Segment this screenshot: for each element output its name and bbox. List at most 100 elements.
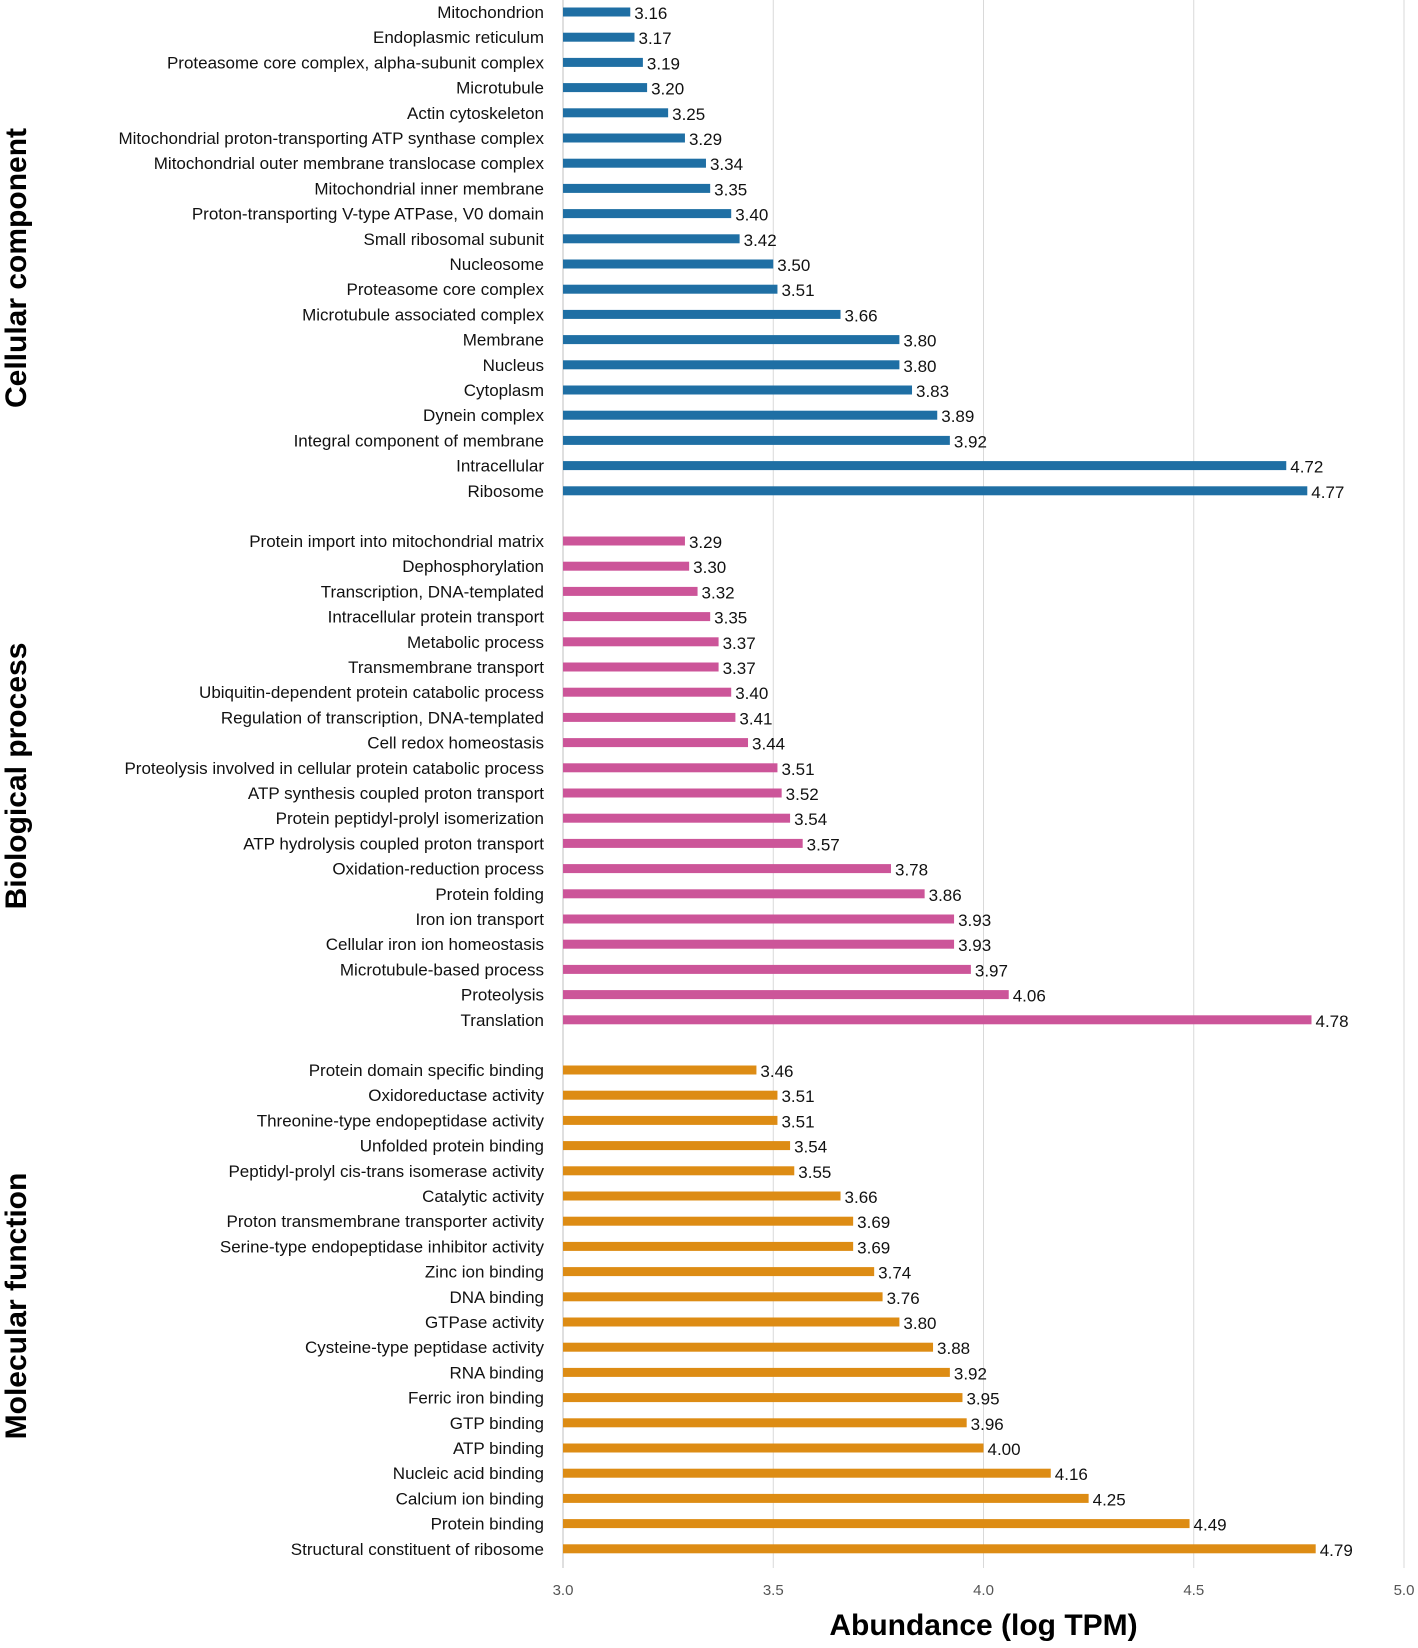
biological-process-bar bbox=[563, 662, 719, 672]
cellular-component-category-label: Proton-transporting V-type ATPase, V0 do… bbox=[192, 205, 544, 224]
biological-process-bar bbox=[563, 838, 803, 848]
molecular-function-category-label: Threonine-type endopeptidase activity bbox=[257, 1111, 545, 1130]
cellular-component-value-label: 3.19 bbox=[647, 54, 680, 73]
cellular-component-value-label: 4.72 bbox=[1290, 458, 1323, 477]
cellular-component-bar bbox=[563, 183, 711, 193]
biological-process-category-label: Microtubule-based process bbox=[340, 960, 544, 979]
molecular-function-category-label: Protein binding bbox=[431, 1515, 544, 1534]
biological-process-bar bbox=[563, 788, 782, 798]
molecular-function-bar bbox=[563, 1090, 778, 1100]
molecular-function-category-label: ATP binding bbox=[453, 1439, 544, 1458]
molecular-function-category-label: GTPase activity bbox=[425, 1313, 545, 1332]
biological-process-bar bbox=[563, 612, 711, 622]
molecular-function-value-label: 4.79 bbox=[1320, 1541, 1353, 1560]
x-tick-label: 5.0 bbox=[1394, 1582, 1415, 1599]
cellular-component-bar bbox=[563, 32, 635, 42]
molecular-function-category-label: Oxidoreductase activity bbox=[368, 1086, 544, 1105]
molecular-function-value-label: 3.80 bbox=[903, 1314, 936, 1333]
molecular-function-value-label: 3.76 bbox=[887, 1289, 920, 1308]
cellular-component-category-label: Intracellular bbox=[456, 457, 544, 476]
cellular-component-category-label: Mitochondrial proton-transporting ATP sy… bbox=[118, 129, 544, 148]
biological-process-category-label: Protein peptidyl-prolyl isomerization bbox=[276, 809, 544, 828]
cellular-component-category-label: Nucleus bbox=[483, 356, 544, 375]
biological-process-group-title: Biological process bbox=[0, 643, 33, 910]
cellular-component-value-label: 3.40 bbox=[735, 206, 768, 225]
molecular-function-value-label: 4.00 bbox=[988, 1440, 1021, 1459]
molecular-function-bar bbox=[563, 1141, 791, 1151]
molecular-function-bar bbox=[563, 1443, 984, 1453]
biological-process-value-label: 4.06 bbox=[1013, 987, 1046, 1006]
molecular-function-bar bbox=[563, 1166, 795, 1176]
molecular-function-category-label: Protein domain specific binding bbox=[309, 1061, 544, 1080]
biological-process-category-label: Regulation of transcription, DNA-templat… bbox=[221, 708, 544, 727]
biological-process-category-label: ATP hydrolysis coupled proton transport bbox=[243, 834, 544, 853]
molecular-function-value-label: 3.88 bbox=[937, 1339, 970, 1358]
biological-process-bar bbox=[563, 889, 925, 899]
cellular-component-category-label: Mitochondrial inner membrane bbox=[314, 179, 544, 198]
biological-process-category-label: Dephosphorylation bbox=[402, 557, 544, 576]
cellular-component-value-label: 3.92 bbox=[954, 432, 987, 451]
molecular-function-value-label: 3.96 bbox=[971, 1415, 1004, 1434]
cellular-component-bar bbox=[563, 234, 740, 244]
biological-process-value-label: 3.29 bbox=[689, 533, 722, 552]
biological-process-category-label: Cellular iron ion homeostasis bbox=[326, 935, 544, 954]
biological-process-bar bbox=[563, 687, 732, 697]
cellular-component-bar bbox=[563, 83, 648, 93]
biological-process-value-label: 3.32 bbox=[702, 583, 735, 602]
biological-process-bar bbox=[563, 939, 955, 949]
cellular-component-category-label: Microtubule associated complex bbox=[302, 305, 544, 324]
cellular-component-category-label: Microtubule bbox=[456, 79, 544, 98]
cellular-component-bar bbox=[563, 209, 732, 219]
cellular-component-bar bbox=[563, 284, 778, 294]
x-tick-label: 3.5 bbox=[763, 1582, 784, 1599]
cellular-component-bar bbox=[563, 486, 1308, 496]
cellular-component-bar bbox=[563, 435, 950, 445]
cellular-component-category-label: Proteasome core complex, alpha-subunit c… bbox=[167, 53, 545, 72]
molecular-function-category-label: Nucleic acid binding bbox=[393, 1464, 544, 1483]
biological-process-bar bbox=[563, 990, 1009, 1000]
biological-process-bar bbox=[563, 763, 778, 773]
biological-process-category-label: Metabolic process bbox=[407, 633, 544, 652]
molecular-function-category-label: Unfolded protein binding bbox=[360, 1137, 544, 1156]
biological-process-bar bbox=[563, 1015, 1312, 1025]
biological-process-category-label: Iron ion transport bbox=[415, 910, 544, 929]
molecular-function-bar bbox=[563, 1342, 934, 1352]
molecular-function-bar bbox=[563, 1393, 963, 1403]
biological-process-value-label: 3.35 bbox=[714, 609, 747, 628]
x-tick-label: 4.5 bbox=[1183, 1582, 1204, 1599]
biological-process-category-label: Cell redox homeostasis bbox=[367, 734, 544, 753]
biological-process-value-label: 3.52 bbox=[786, 785, 819, 804]
biological-process-bar bbox=[563, 536, 685, 546]
molecular-function-value-label: 4.16 bbox=[1055, 1465, 1088, 1484]
molecular-function-value-label: 3.55 bbox=[798, 1163, 831, 1182]
cellular-component-value-label: 3.50 bbox=[777, 256, 810, 275]
molecular-function-category-label: Structural constituent of ribosome bbox=[291, 1540, 544, 1559]
cellular-component-value-label: 3.20 bbox=[651, 80, 684, 99]
molecular-function-bar bbox=[563, 1292, 883, 1302]
cellular-component-value-label: 3.80 bbox=[903, 357, 936, 376]
biological-process-category-label: Transcription, DNA-templated bbox=[321, 582, 544, 601]
biological-process-category-label: Oxidation-reduction process bbox=[332, 860, 544, 879]
molecular-function-bar bbox=[563, 1317, 900, 1327]
molecular-function-category-label: Proton transmembrane transporter activit… bbox=[227, 1212, 545, 1231]
biological-process-value-label: 3.86 bbox=[929, 886, 962, 905]
x-axis: 3.0 3.5 4.0 4.5 5.0 Abundance (log TPM) bbox=[553, 1582, 1415, 1642]
molecular-function-bar bbox=[563, 1115, 778, 1125]
cellular-component-category-label: Membrane bbox=[463, 331, 544, 350]
molecular-function-value-label: 3.95 bbox=[966, 1390, 999, 1409]
molecular-function-category-label: Peptidyl-prolyl cis-trans isomerase acti… bbox=[228, 1162, 544, 1181]
cellular-component-bar bbox=[563, 410, 938, 420]
cellular-component-bar bbox=[563, 158, 706, 168]
molecular-function-category-label: Catalytic activity bbox=[422, 1187, 544, 1206]
cellular-component-category-label: Endoplasmic reticulum bbox=[373, 28, 544, 47]
cellular-component-category-label: Integral component of membrane bbox=[294, 431, 544, 450]
molecular-function-value-label: 3.51 bbox=[781, 1087, 814, 1106]
cellular-component-category-label: Mitochondrion bbox=[437, 3, 544, 22]
biological-process-value-label: 3.30 bbox=[693, 558, 726, 577]
biological-process-category-label: Translation bbox=[461, 1011, 544, 1030]
biological-process-category-label: Proteolysis involved in cellular protein… bbox=[124, 759, 544, 778]
biological-process-category-label: Intracellular protein transport bbox=[328, 608, 545, 627]
biological-process-bar bbox=[563, 813, 791, 823]
biological-process-category-label: ATP synthesis coupled proton transport bbox=[248, 784, 544, 803]
